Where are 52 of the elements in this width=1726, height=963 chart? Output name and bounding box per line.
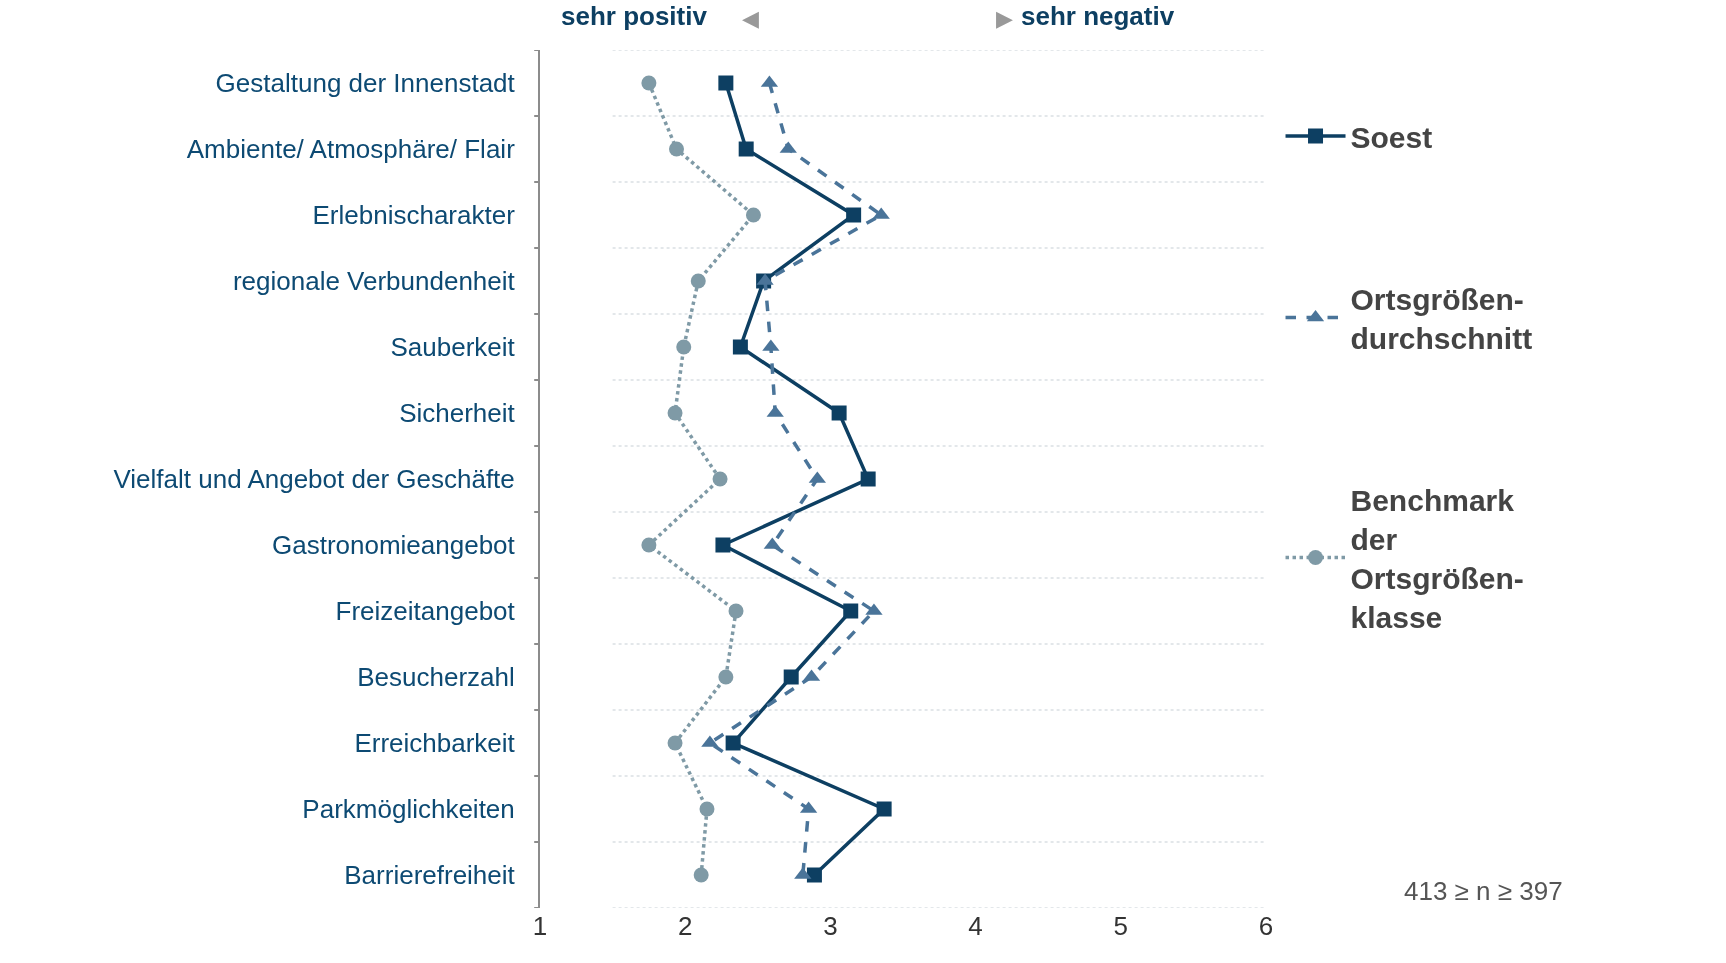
y-tick-label: Parkmöglichkeiten — [302, 794, 515, 825]
point — [846, 207, 862, 223]
point — [699, 801, 715, 817]
text: sehr positiv — [561, 1, 708, 31]
x-tick-label: 5 — [1113, 911, 1129, 941]
y-tick-label: Sauberkeit — [390, 332, 516, 363]
point — [843, 603, 859, 619]
point — [831, 405, 847, 421]
point — [667, 735, 683, 751]
point — [732, 339, 748, 355]
text: 413 ≥ n ≥ 397 — [1404, 876, 1563, 906]
x-tick-label: 6 — [1258, 911, 1274, 941]
y-tick-label: regionale Verbundenheit — [232, 266, 516, 297]
point — [693, 867, 709, 883]
text: sehr negativ — [1021, 1, 1175, 31]
y-tick-label: Besucherzahl — [357, 662, 515, 693]
point — [669, 141, 684, 157]
y-tick-label: Freizeitangebot — [335, 596, 516, 627]
y-tick-label: Barrierefreiheit — [344, 860, 516, 891]
x-tick-label: 3 — [823, 911, 838, 941]
point — [712, 471, 728, 487]
x-tick-label: 4 — [968, 911, 983, 941]
point — [783, 669, 799, 685]
y-tick-label: Erlebnischarakter — [312, 200, 516, 231]
point — [667, 405, 683, 421]
point — [745, 207, 761, 223]
point — [806, 867, 822, 883]
point — [876, 801, 892, 817]
y-tick-label: Vielfalt und Angebot der Geschäfte — [113, 464, 515, 495]
y-tick-label: Ambiente/ Atmosphäre/ Flair — [186, 134, 516, 165]
legend-label: Ortsgrößen- durchschnitt — [1350, 282, 1533, 355]
text: ◀ — [742, 6, 759, 31]
point — [641, 537, 657, 553]
y-tick-label: Sicherheit — [399, 398, 516, 429]
point — [738, 141, 754, 157]
y-tick-label: Erreichbarkeit — [354, 728, 516, 759]
point — [718, 669, 734, 685]
legend-label: Benchmark der Ortsgrößen- klasse — [1350, 483, 1524, 634]
point — [641, 75, 657, 91]
point — [676, 339, 692, 355]
legend-label: Soest — [1350, 120, 1433, 154]
x-tick-label: 2 — [677, 911, 693, 941]
text: ▶ — [996, 6, 1013, 31]
y-tick-label: Gestaltung der Innenstadt — [215, 68, 516, 99]
point — [728, 603, 744, 619]
point — [860, 471, 876, 487]
x-tick-label: 1 — [532, 911, 548, 941]
point — [715, 537, 731, 553]
point — [690, 273, 706, 289]
point — [718, 75, 734, 91]
y-tick-label: Gastronomieangebot — [271, 530, 516, 561]
point — [725, 735, 741, 751]
